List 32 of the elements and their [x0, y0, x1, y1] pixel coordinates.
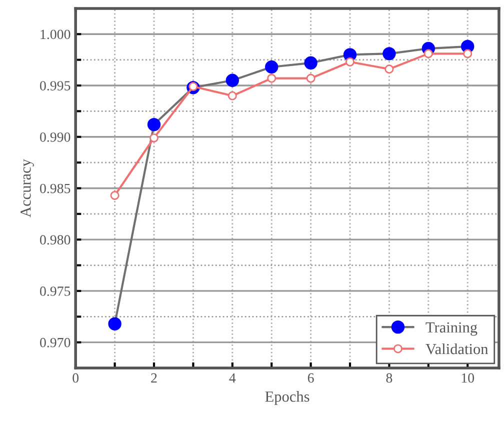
x-tick-label: 2	[151, 373, 157, 383]
x-axis-title: Epochs	[265, 391, 310, 405]
x-tick-label: 4	[229, 373, 236, 383]
point	[265, 60, 278, 74]
point	[149, 133, 159, 142]
point	[345, 57, 355, 66]
x-tick-label: 0	[72, 373, 79, 383]
point	[267, 74, 276, 83]
y-tick-label: 0.985	[40, 184, 70, 194]
point	[110, 190, 120, 200]
y-tick-label: 0.970	[40, 338, 70, 348]
point	[463, 49, 472, 58]
point	[424, 49, 433, 58]
x-tick-label: 10	[462, 373, 474, 383]
y-axis-title: Accuracy	[20, 159, 34, 218]
point	[306, 74, 316, 83]
y-tick-label: 0.995	[40, 81, 70, 91]
y-tick-label: 0.975	[40, 286, 70, 296]
point	[228, 91, 237, 100]
point	[304, 56, 318, 70]
y-tick-label: 0.990	[40, 132, 70, 142]
point	[226, 74, 239, 87]
x-tick-label: 8	[386, 373, 392, 383]
point	[384, 64, 394, 74]
point	[147, 118, 161, 132]
y-tick-label: 1.000	[40, 30, 70, 40]
y-tick-label: 0.980	[40, 235, 70, 245]
legend-label: Validation	[426, 343, 488, 354]
legend-label: Training	[426, 322, 478, 336]
point	[382, 47, 396, 60]
x-tick-label: 6	[308, 373, 314, 383]
point	[108, 317, 122, 330]
